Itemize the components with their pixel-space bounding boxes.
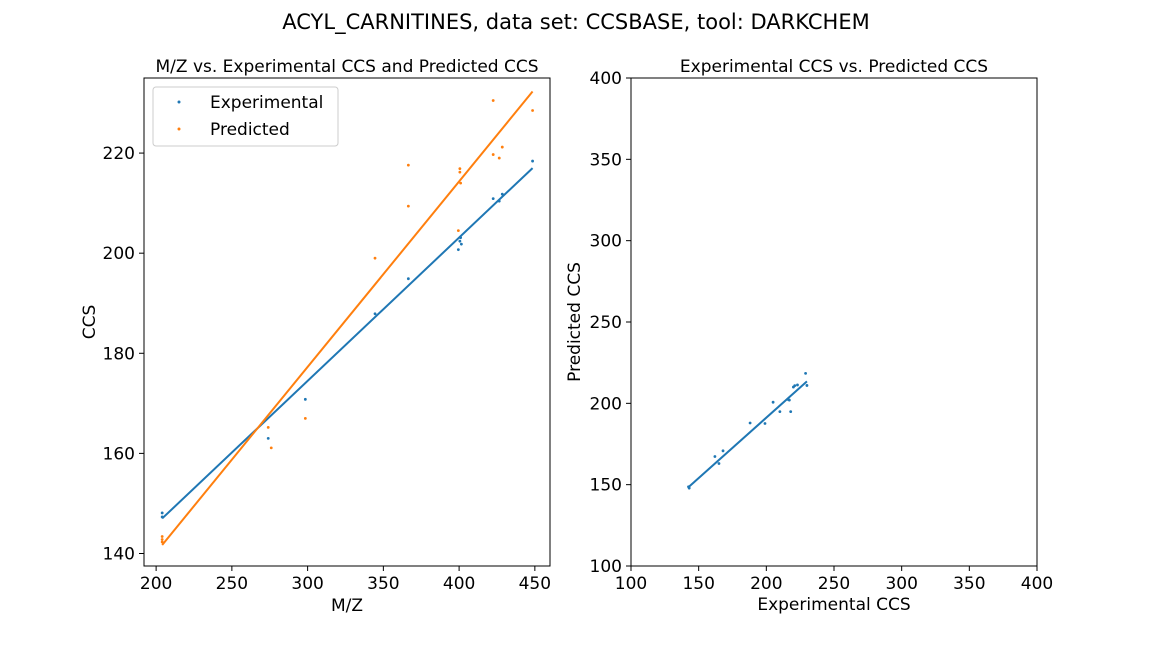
data-point-predicted — [373, 256, 377, 260]
right-chart-x-axis-label: Experimental CCS — [757, 595, 910, 615]
data-point-predicted — [303, 416, 307, 420]
y-tick-label: 100 — [590, 557, 622, 577]
y-tick-label: 160 — [103, 444, 135, 464]
y-tick-label: 300 — [590, 232, 622, 252]
data-point-predicted — [160, 535, 164, 538]
data-point-series-0 — [793, 384, 797, 388]
right-chart-x-ticks: 100 150 200 250 300 350 400 — [615, 566, 1053, 594]
x-tick-label: 350 — [367, 574, 399, 594]
data-point-experimental — [459, 242, 463, 246]
legend: Experimental Predicted — [152, 86, 339, 147]
x-tick-label: 300 — [885, 574, 917, 594]
data-point-predicted — [491, 153, 495, 156]
y-tick-label: 250 — [590, 313, 622, 333]
legend-label-experimental: Experimental — [210, 93, 323, 113]
left-chart-plot-area — [160, 90, 534, 546]
data-point-experimental — [456, 248, 460, 252]
data-point-series-0 — [778, 410, 782, 414]
data-point-predicted — [458, 167, 462, 170]
data-point-predicted — [269, 446, 273, 450]
left-chart-x-ticks: 200 250 300 350 400 450 — [140, 566, 551, 594]
legend-marker-predicted — [177, 127, 181, 131]
data-point-series-0 — [687, 486, 691, 490]
data-point-predicted — [406, 204, 410, 208]
data-point-series-0 — [771, 400, 775, 404]
x-tick-label: 200 — [140, 574, 172, 594]
data-point-series-0 — [748, 421, 752, 425]
y-tick-label: 150 — [590, 476, 622, 496]
left-chart: M/Z vs. Experimental CCS and Predicted C… — [80, 57, 551, 616]
x-tick-label: 400 — [443, 574, 475, 594]
data-point-predicted — [458, 170, 462, 174]
data-point-series-0 — [713, 455, 717, 458]
left-chart-title: M/Z vs. Experimental CCS and Predicted C… — [156, 57, 539, 77]
right-chart: Experimental CCS vs. Predicted CCS 100 15… — [565, 57, 1053, 615]
fit-line-predicted — [161, 90, 534, 546]
data-point-predicted — [500, 145, 504, 149]
x-tick-label: 250 — [818, 574, 850, 594]
y-tick-label: 200 — [590, 394, 622, 414]
data-point-experimental — [160, 515, 164, 519]
y-tick-label: 400 — [590, 69, 622, 89]
data-point-predicted — [160, 540, 164, 544]
left-chart-axes-frame — [143, 77, 551, 567]
x-tick-label: 450 — [519, 574, 551, 594]
data-point-experimental — [459, 236, 463, 240]
data-point-experimental — [303, 397, 307, 401]
left-chart-y-axis-label: CCS — [80, 305, 100, 340]
data-point-experimental — [458, 239, 462, 243]
data-point-experimental — [500, 192, 504, 196]
left-chart-y-ticks: 140 160 180 200 220 — [103, 144, 144, 564]
right-chart-y-axis-label: Predicted CCS — [565, 262, 585, 382]
data-point-experimental — [491, 197, 495, 201]
x-tick-label: 350 — [953, 574, 985, 594]
data-point-series-0 — [717, 462, 721, 465]
data-point-series-0 — [721, 449, 725, 453]
data-point-predicted — [160, 538, 164, 541]
y-tick-label: 180 — [103, 344, 135, 364]
data-point-series-0 — [805, 384, 809, 387]
x-tick-label: 100 — [615, 574, 647, 594]
y-tick-label: 350 — [590, 150, 622, 170]
data-point-predicted — [531, 109, 534, 112]
data-point-predicted — [266, 425, 270, 429]
data-point-experimental — [497, 199, 501, 203]
data-point-predicted — [491, 99, 495, 102]
right-chart-axes-frame — [630, 77, 1038, 567]
data-point-experimental — [373, 312, 377, 316]
data-point-experimental — [531, 159, 534, 163]
y-tick-label: 200 — [103, 244, 135, 264]
x-tick-label: 200 — [750, 574, 782, 594]
data-point-series-0 — [796, 383, 799, 387]
legend-marker-experimental — [177, 100, 181, 104]
data-point-experimental — [160, 511, 164, 515]
legend-box — [152, 86, 339, 147]
x-tick-label: 150 — [682, 574, 714, 594]
y-tick-label: 140 — [103, 544, 135, 564]
fit-line-experimental — [161, 167, 534, 520]
right-chart-plot-area — [687, 372, 809, 490]
data-point-experimental — [406, 277, 410, 281]
legend-label-predicted: Predicted — [210, 120, 290, 140]
y-tick-label: 220 — [103, 144, 135, 164]
fit-line-series-0 — [687, 380, 808, 488]
figure-suptitle: ACYL_CARNITINES, data set: CCSBASE, tool… — [282, 10, 869, 35]
data-point-predicted — [406, 163, 410, 167]
x-tick-label: 400 — [1021, 574, 1053, 594]
data-point-predicted — [497, 156, 501, 160]
data-point-predicted — [456, 229, 460, 233]
data-point-series-0 — [763, 422, 767, 425]
x-tick-label: 250 — [216, 574, 248, 594]
data-point-predicted — [459, 181, 463, 185]
x-tick-label: 300 — [291, 574, 323, 594]
data-point-series-0 — [789, 410, 793, 414]
data-point-series-0 — [804, 372, 807, 375]
right-chart-title: Experimental CCS vs. Predicted CCS — [680, 57, 988, 77]
data-point-series-0 — [787, 398, 791, 402]
left-chart-x-axis-label: M/Z — [331, 596, 363, 616]
right-chart-y-ticks: 100 150 200 250 300 350 400 — [590, 69, 631, 577]
data-point-experimental — [266, 436, 270, 440]
